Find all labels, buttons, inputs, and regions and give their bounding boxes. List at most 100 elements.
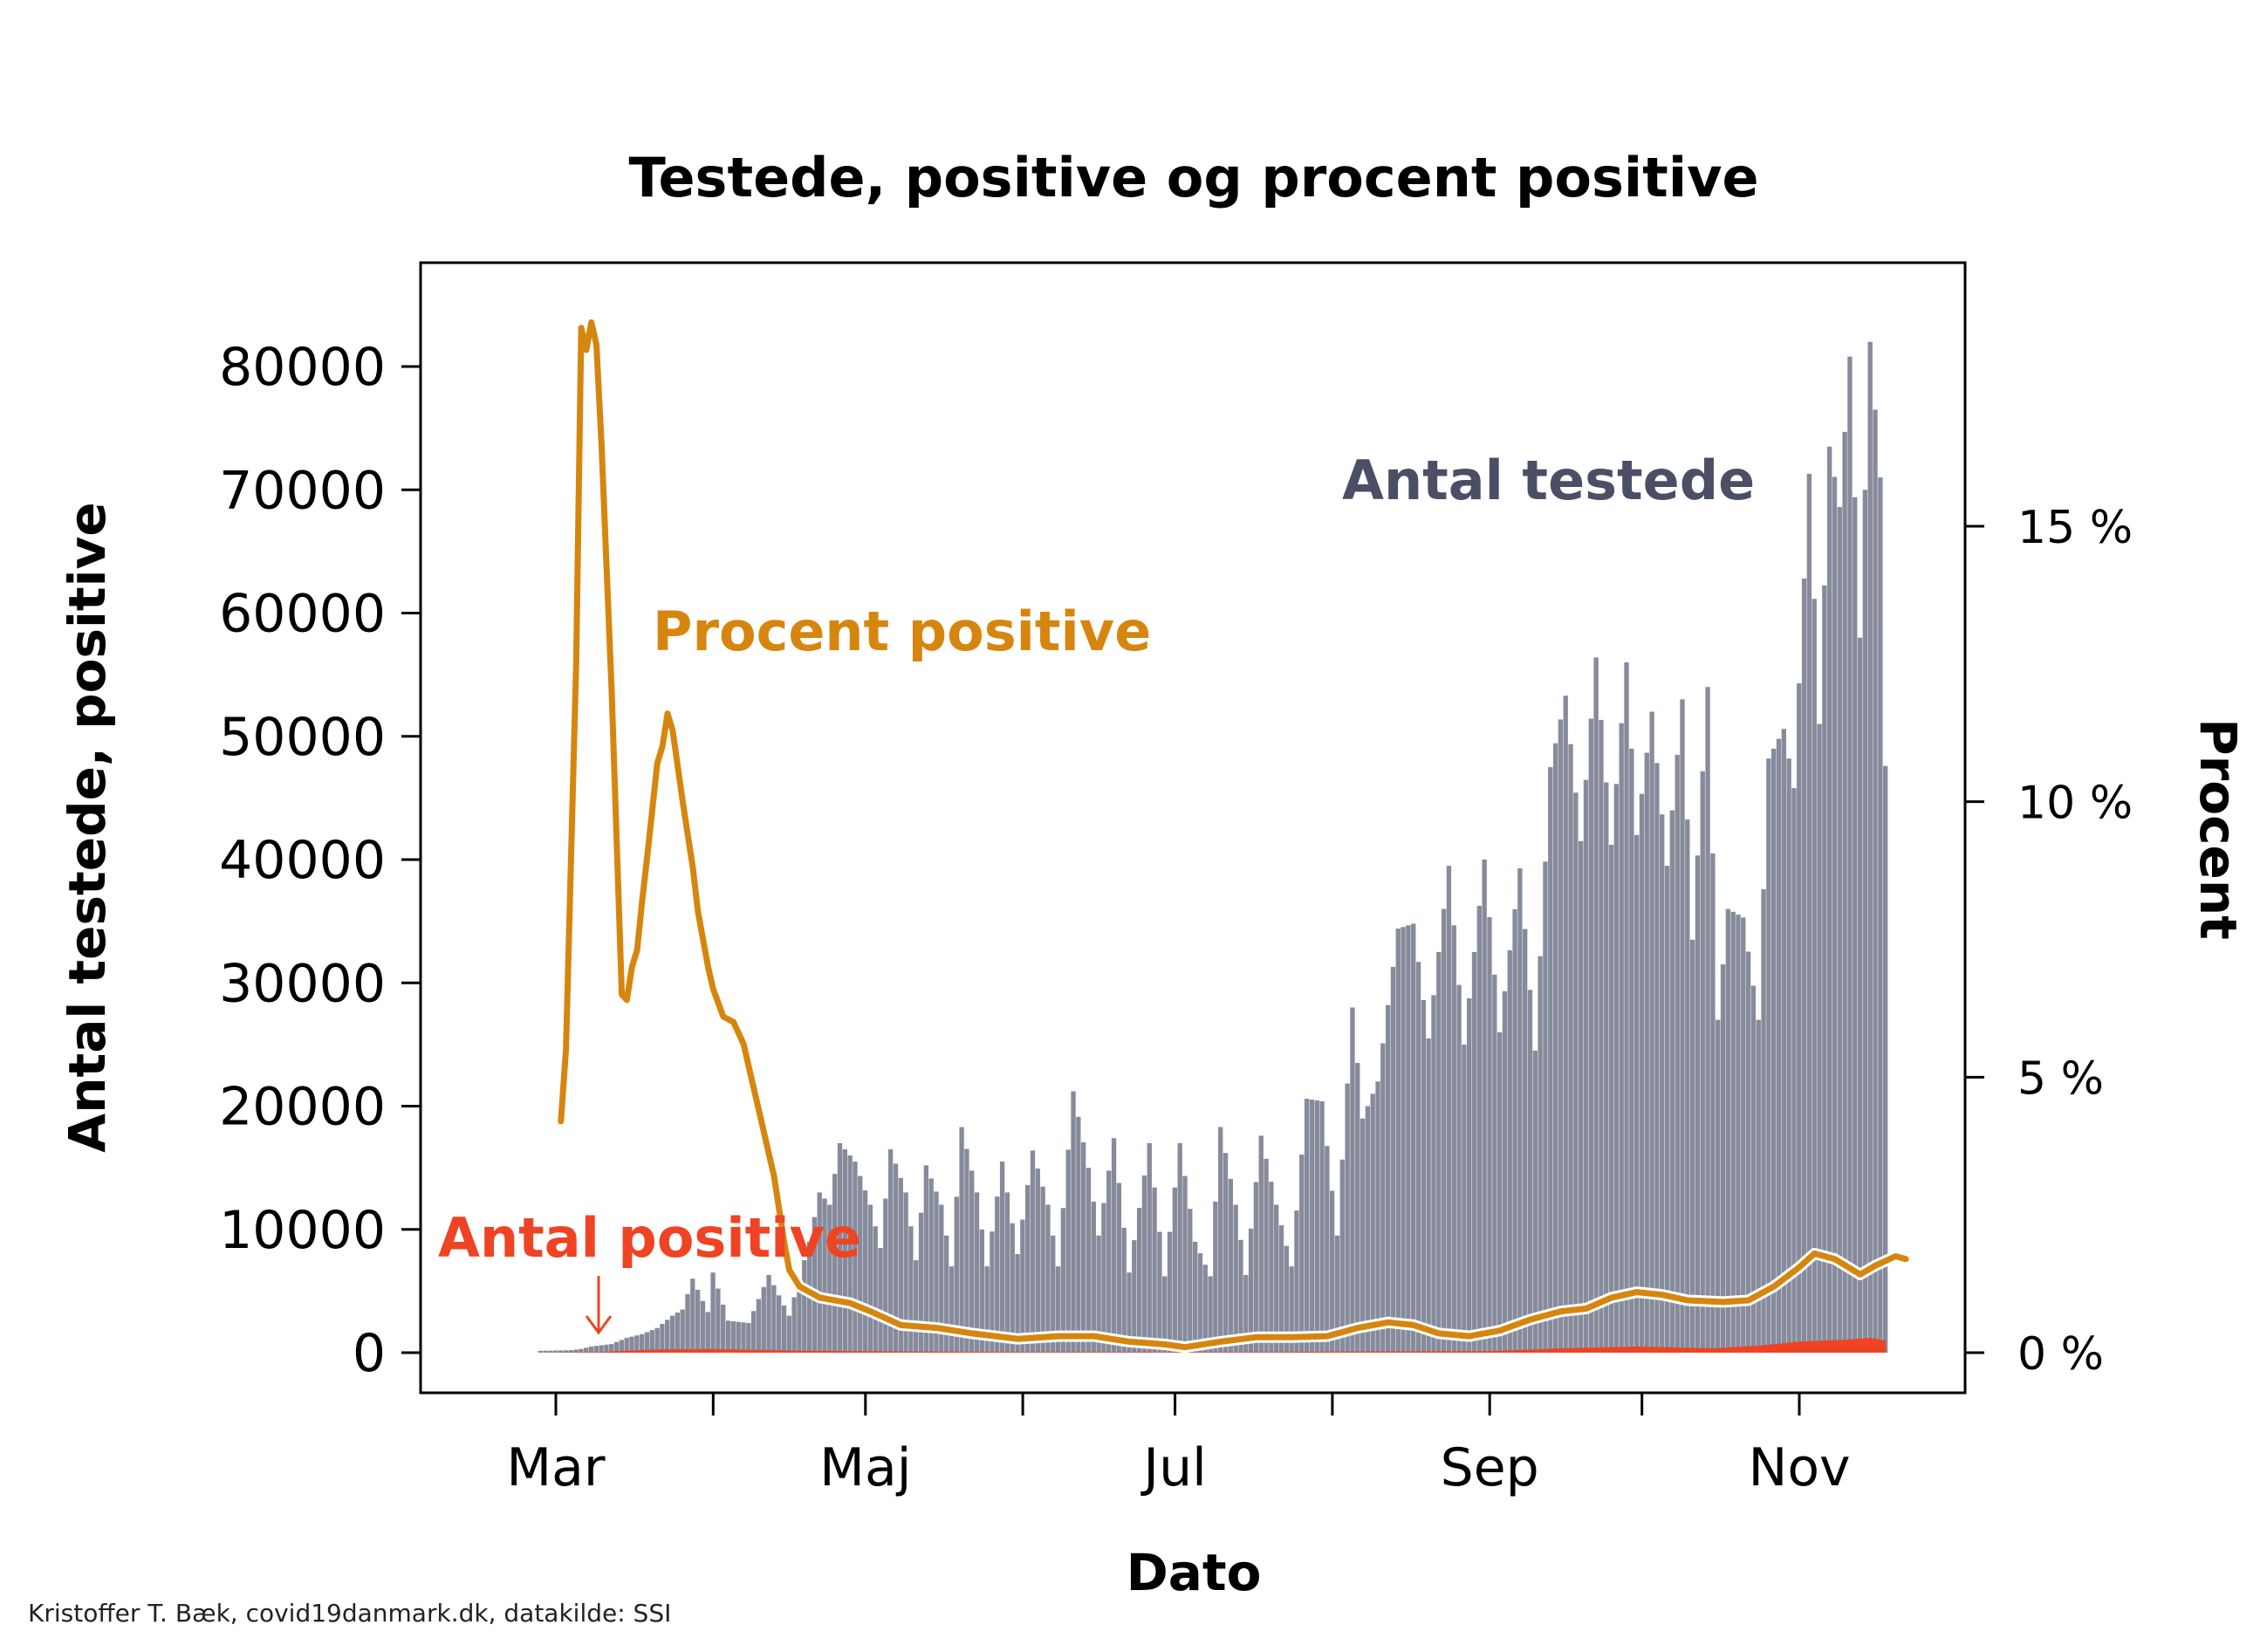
tested-bar xyxy=(903,1192,908,1354)
tested-bar xyxy=(1826,446,1832,1353)
tested-bar xyxy=(1060,1208,1066,1353)
tested-bar xyxy=(741,1322,746,1353)
y-tick-label: 10000 xyxy=(219,1200,386,1261)
tested-bar xyxy=(725,1320,731,1353)
tested-bar xyxy=(954,1196,959,1353)
tested-bar xyxy=(1152,1187,1157,1353)
tested-bar xyxy=(1573,792,1579,1353)
tested-bar xyxy=(1065,1149,1071,1353)
tested-bar xyxy=(1071,1091,1076,1353)
tested-bar xyxy=(1462,1044,1467,1354)
tested-bar xyxy=(878,1247,883,1353)
tested-bar xyxy=(817,1192,822,1354)
y-tick-label: 50000 xyxy=(219,707,386,768)
tested-bar xyxy=(1538,956,1543,1353)
tested-bar xyxy=(669,1315,675,1354)
tested-bar xyxy=(1051,1235,1056,1353)
tested-bar xyxy=(1325,1146,1330,1353)
tested-bar xyxy=(579,1348,584,1353)
tested-bar xyxy=(1619,723,1624,1353)
tested-bar xyxy=(1878,477,1883,1354)
tested-bar xyxy=(827,1204,832,1353)
tested-bar xyxy=(1527,990,1533,1353)
tested-bar xyxy=(1121,1227,1127,1353)
tested-bar xyxy=(599,1345,604,1353)
tested-bar xyxy=(974,1192,980,1354)
tested-bar xyxy=(1882,765,1888,1353)
caption: Kristoffer T. Bæk, covid19danmark.dk, da… xyxy=(28,1599,671,1628)
y-tick-label: 0 xyxy=(353,1323,386,1384)
tested-bar xyxy=(716,1288,721,1353)
tested-bar xyxy=(619,1340,625,1353)
tested-bar xyxy=(1725,908,1731,1353)
tested-bar xyxy=(1806,473,1812,1353)
tested-bar xyxy=(822,1198,827,1353)
tested-bar xyxy=(1010,1223,1015,1353)
tested-bar xyxy=(771,1285,777,1353)
tested-bar xyxy=(1543,861,1548,1353)
tested-bar xyxy=(1853,497,1858,1353)
y-tick-label: 80000 xyxy=(219,337,386,398)
tested-bar xyxy=(1842,431,1847,1353)
tested-bar xyxy=(1446,866,1452,1353)
tested-bar xyxy=(1593,657,1599,1353)
tested-bar xyxy=(918,1212,924,1353)
tested-bar xyxy=(914,1260,919,1353)
tested-bar xyxy=(1608,845,1614,1353)
tested-bar xyxy=(746,1323,751,1353)
tested-bar xyxy=(1624,662,1629,1353)
tested-bar xyxy=(1604,782,1609,1353)
tested-bar xyxy=(1309,1099,1315,1353)
tested-bar xyxy=(756,1299,762,1353)
tested-bar xyxy=(1243,1275,1249,1353)
tested-bar xyxy=(1395,929,1401,1353)
tested-bar xyxy=(1761,888,1766,1353)
tested-bar xyxy=(644,1332,650,1353)
tested-bar xyxy=(995,1196,1000,1353)
tested-bar xyxy=(1487,916,1492,1353)
tested-bar xyxy=(862,1190,868,1353)
tested-bar xyxy=(1040,1186,1045,1353)
tested-bar xyxy=(1147,1142,1152,1354)
y-axis-right-label: Procent xyxy=(2188,718,2248,940)
tested-bar xyxy=(934,1191,939,1353)
tested-bar xyxy=(1633,834,1640,1353)
tested-bar xyxy=(943,1235,949,1353)
tested-bar xyxy=(873,1226,878,1353)
tested-bar xyxy=(593,1346,599,1353)
tested-bar xyxy=(1837,507,1842,1353)
tested-bar xyxy=(750,1311,757,1353)
y-tick-label: 40000 xyxy=(219,830,386,891)
tested-bar xyxy=(949,1266,955,1354)
tested-bar xyxy=(1218,1127,1223,1353)
tested-bar xyxy=(1791,788,1797,1353)
tested-bar xyxy=(1350,1007,1355,1353)
tested-bar xyxy=(939,1204,944,1353)
tested-bar xyxy=(1390,966,1396,1353)
tested-bar xyxy=(1847,356,1853,1354)
tested-bar xyxy=(675,1313,681,1353)
tested-bar xyxy=(867,1204,873,1353)
tested-bar xyxy=(1456,984,1462,1353)
tested-bar xyxy=(1675,754,1680,1353)
tested-bar xyxy=(928,1178,934,1353)
tested-bar xyxy=(1136,1208,1142,1353)
tested-bar xyxy=(1284,1245,1289,1353)
tested-bar xyxy=(649,1330,654,1353)
x-tick-label: Jul xyxy=(1140,1437,1206,1498)
tested-bar xyxy=(812,1217,818,1354)
tested-bar xyxy=(1086,1168,1092,1354)
tested-bar xyxy=(1294,1210,1299,1353)
tested-bar xyxy=(1127,1272,1132,1353)
tested-bar xyxy=(1080,1141,1086,1353)
tested-bar xyxy=(1532,1050,1538,1353)
y-right-tick-label: 10 % xyxy=(2017,778,2133,830)
y-tick-label: 60000 xyxy=(219,584,386,645)
x-tick-label: Mar xyxy=(506,1437,606,1498)
tested-bar xyxy=(1700,771,1705,1353)
annotation-positive: Antal positive xyxy=(438,1206,861,1270)
tested-bar xyxy=(609,1344,614,1353)
tested-bar xyxy=(1436,951,1442,1353)
tested-bar xyxy=(1705,687,1710,1353)
tested-bar xyxy=(654,1327,660,1353)
